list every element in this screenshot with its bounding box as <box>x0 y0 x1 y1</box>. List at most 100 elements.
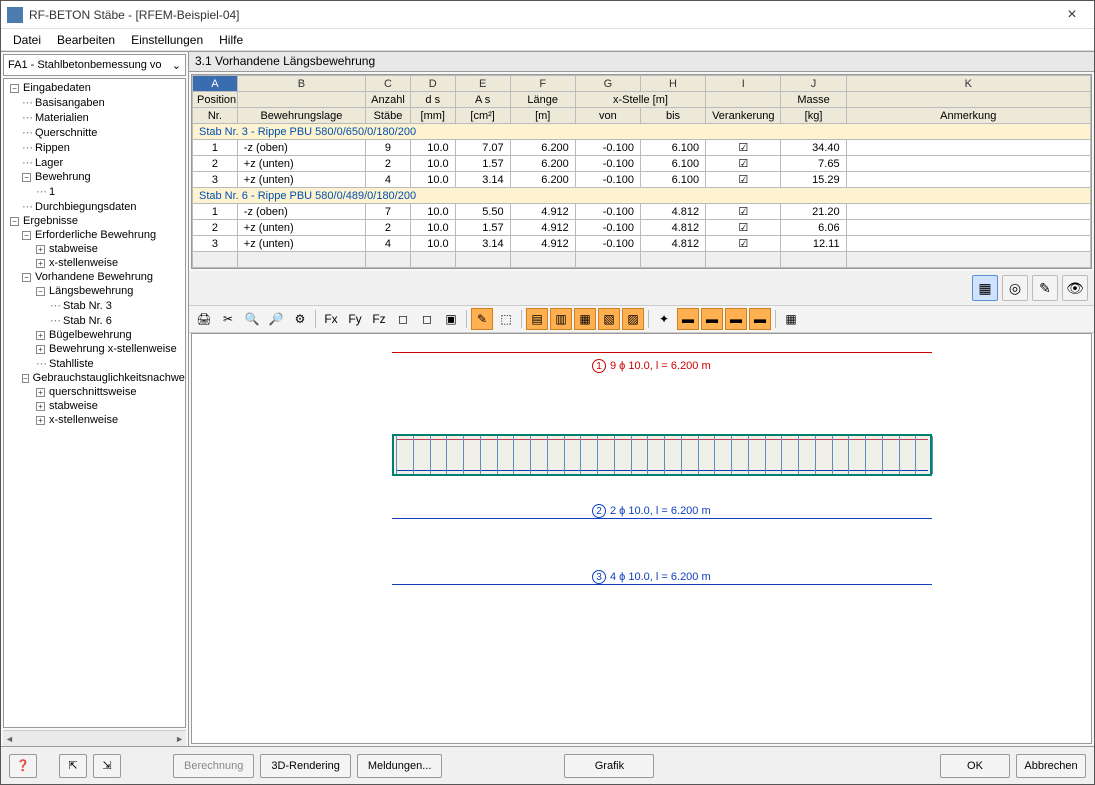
group-header-stab3[interactable]: Stab Nr. 3 - Rippe PBU 580/0/650/0/180/2… <box>193 124 1091 140</box>
col-letter-F[interactable]: F <box>510 76 575 92</box>
col-letter-I[interactable]: I <box>706 76 781 92</box>
col-letter-B[interactable]: B <box>237 76 365 92</box>
berechnung-button[interactable]: Berechnung <box>173 754 254 778</box>
col-letter-D[interactable]: D <box>410 76 455 92</box>
tool-icon-3[interactable]: ▣ <box>440 308 462 330</box>
view-toolbar: ▦ ◎ ✎ 👁 <box>189 271 1094 306</box>
tree-querschnitte[interactable]: ⋯Querschnitte <box>6 125 183 140</box>
tool-icon-4[interactable]: ⬚ <box>495 308 517 330</box>
tree-stahlliste[interactable]: ⋯Stahlliste <box>6 356 183 371</box>
col-letter-K[interactable]: K <box>846 76 1090 92</box>
tree-buegelbew[interactable]: +Bügelbewehrung <box>6 328 183 342</box>
menu-help[interactable]: Hilfe <box>211 31 251 49</box>
tree-rippen[interactable]: ⋯Rippen <box>6 140 183 155</box>
view-btn-3[interactable]: ✎ <box>1032 275 1058 301</box>
results-table-wrap: ABCDEFGHIJKPositionAnzahld sA sLängex-St… <box>191 74 1092 269</box>
titlebar: RF-BETON Stäbe - [RFEM-Beispiel-04] × <box>1 1 1094 29</box>
orange-btn-5[interactable]: ▧ <box>598 308 620 330</box>
menu-file[interactable]: Datei <box>5 31 49 49</box>
tree-xstellen-1[interactable]: +x-stellenweise <box>6 256 183 270</box>
axis-icon[interactable]: ✦ <box>653 308 675 330</box>
cube2-icon[interactable]: ◻ <box>416 308 438 330</box>
close-button[interactable]: × <box>1056 3 1088 27</box>
tool-icon-5[interactable]: ▦ <box>780 308 802 330</box>
bottom-toolbar: ❓ ⇱ ⇲ Berechnung 3D-Rendering Meldungen.… <box>1 746 1094 784</box>
sidebar-scrollbar[interactable]: ◄► <box>3 730 186 746</box>
cancel-button[interactable]: Abbrechen <box>1016 754 1086 778</box>
ok-button[interactable]: OK <box>940 754 1010 778</box>
tool-icon-2[interactable]: ⚙ <box>289 308 311 330</box>
tree-lager[interactable]: ⋯Lager <box>6 155 183 170</box>
orange-btn-8[interactable]: ▬ <box>701 308 723 330</box>
tree-laengsbew[interactable]: −Längsbewehrung <box>6 284 183 298</box>
col-letter-J[interactable]: J <box>781 76 846 92</box>
tree-eingabedaten[interactable]: −Eingabedaten <box>6 81 183 95</box>
magnify-icon[interactable]: 🔎 <box>265 308 287 330</box>
view-btn-1[interactable]: ▦ <box>972 275 998 301</box>
grafik-button[interactable]: Grafik <box>564 754 654 778</box>
export-button-1[interactable]: ⇱ <box>59 754 87 778</box>
col-letter-E[interactable]: E <box>455 76 510 92</box>
help-button[interactable]: ❓ <box>9 754 37 778</box>
orange-btn-7[interactable]: ▬ <box>677 308 699 330</box>
graphic-toolbar: 🖨 ✂ 🔍 🔎 ⚙ Fx Fy Fz ◻ ◻ ▣ ✎ ⬚ ▤ ▥ ▦ ▧ <box>189 306 1094 333</box>
print-icon[interactable]: 🖨 <box>193 308 215 330</box>
tree-basisangaben[interactable]: ⋯Basisangaben <box>6 95 183 110</box>
cube-icon[interactable]: ◻ <box>392 308 414 330</box>
fx-icon[interactable]: Fx <box>320 308 342 330</box>
tree-gebrauchs[interactable]: −Gebrauchstauglichkeitsnachwei <box>6 371 183 385</box>
col-letter-C[interactable]: C <box>366 76 411 92</box>
orange-btn-9[interactable]: ▬ <box>725 308 747 330</box>
tree-querschnittsw[interactable]: +querschnittsweise <box>6 385 183 399</box>
menubar: Datei Bearbeiten Einstellungen Hilfe <box>1 29 1094 51</box>
col-letter-G[interactable]: G <box>575 76 640 92</box>
tree-stabweise-2[interactable]: +stabweise <box>6 399 183 413</box>
rebar-line-3 <box>392 584 932 585</box>
tool-icon-1[interactable]: ✂ <box>217 308 239 330</box>
group-header-stab6[interactable]: Stab Nr. 6 - Rippe PBU 580/0/489/0/180/2… <box>193 188 1091 204</box>
tree-bewehrung[interactable]: −Bewehrung <box>6 170 183 184</box>
col-letter-A[interactable]: A <box>193 76 238 92</box>
orange-btn-3[interactable]: ▥ <box>550 308 572 330</box>
meldungen-button[interactable]: Meldungen... <box>357 754 443 778</box>
tree-stab-6[interactable]: ⋯Stab Nr. 6 <box>6 313 183 328</box>
col-letter-H[interactable]: H <box>640 76 705 92</box>
tree-ergebnisse[interactable]: −Ergebnisse <box>6 214 183 228</box>
app-window: RF-BETON Stäbe - [RFEM-Beispiel-04] × Da… <box>0 0 1095 785</box>
tree-materialien[interactable]: ⋯Materialien <box>6 110 183 125</box>
tree-stabweise-1[interactable]: +stabweise <box>6 242 183 256</box>
tree-stab-3[interactable]: ⋯Stab Nr. 3 <box>6 298 183 313</box>
table-row[interactable]: 2+z (unten)210.01.576.200-0.1006.100☑7.6… <box>193 156 1091 172</box>
rendering-button[interactable]: 3D-Rendering <box>260 754 350 778</box>
orange-btn-1[interactable]: ✎ <box>471 308 493 330</box>
tree-bewehrung-1[interactable]: ⋯1 <box>6 184 183 199</box>
menu-settings[interactable]: Einstellungen <box>123 31 211 49</box>
reinforcement-diagram: 19 ϕ 10.0, l = 6.200 m22 ϕ 10.0, l = 6.2… <box>191 333 1092 744</box>
orange-btn-2[interactable]: ▤ <box>526 308 548 330</box>
zoom-icon[interactable]: 🔍 <box>241 308 263 330</box>
table-row[interactable]: 3+z (unten)410.03.144.912-0.1004.812☑12.… <box>193 236 1091 252</box>
table-row[interactable]: 1-z (oben)710.05.504.912-0.1004.812☑21.2… <box>193 204 1091 220</box>
rebar-label-3: 34 ϕ 10.0, l = 6.200 m <box>592 570 711 584</box>
table-row[interactable]: 2+z (unten)210.01.574.912-0.1004.812☑6.0… <box>193 220 1091 236</box>
orange-btn-10[interactable]: ▬ <box>749 308 771 330</box>
view-btn-2[interactable]: ◎ <box>1002 275 1028 301</box>
orange-btn-6[interactable]: ▨ <box>622 308 644 330</box>
rebar-line-2 <box>392 518 932 519</box>
tree-vorhbew[interactable]: −Vorhandene Bewehrung <box>6 270 183 284</box>
orange-btn-4[interactable]: ▦ <box>574 308 596 330</box>
menu-edit[interactable]: Bearbeiten <box>49 31 123 49</box>
case-selector[interactable]: FA1 - Stahlbetonbemessung vo ⌄ <box>3 54 186 76</box>
view-btn-eye[interactable]: 👁 <box>1062 275 1088 301</box>
rebar-label-1: 19 ϕ 10.0, l = 6.200 m <box>592 359 711 373</box>
table-row[interactable]: 3+z (unten)410.03.146.200-0.1006.100☑15.… <box>193 172 1091 188</box>
fy-icon[interactable]: Fy <box>344 308 366 330</box>
tree-xstellen-2[interactable]: +x-stellenweise <box>6 413 183 427</box>
tree-durchbiegung[interactable]: ⋯Durchbiegungsdaten <box>6 199 183 214</box>
tree-bewxstellen[interactable]: +Bewehrung x-stellenweise <box>6 342 183 356</box>
main-area: FA1 - Stahlbetonbemessung vo ⌄ −Eingabed… <box>1 51 1094 746</box>
table-row[interactable]: 1-z (oben)910.07.076.200-0.1006.100☑34.4… <box>193 140 1091 156</box>
fz-icon[interactable]: Fz <box>368 308 390 330</box>
tree-erfbew[interactable]: −Erforderliche Bewehrung <box>6 228 183 242</box>
export-button-2[interactable]: ⇲ <box>93 754 121 778</box>
